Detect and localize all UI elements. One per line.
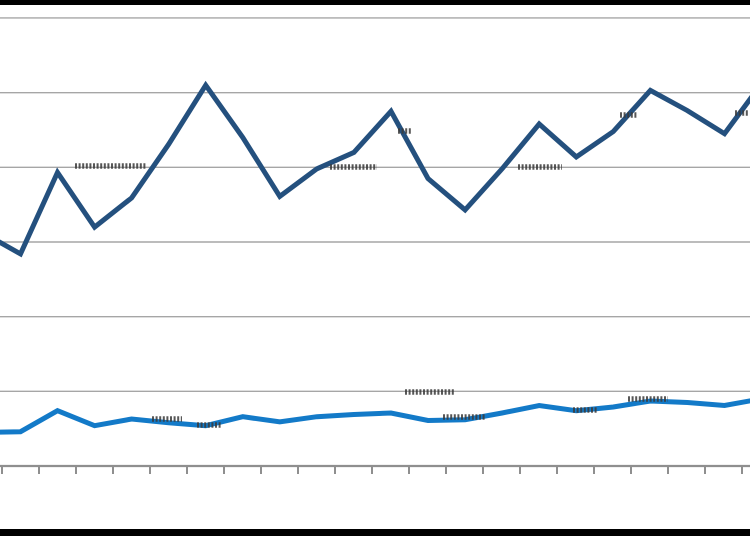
crop-edge-bottom-bar [0,529,750,536]
data-label-smudges-group [75,110,749,428]
series-dark-navy-line [0,80,750,258]
series-bright-blue-line [0,398,750,435]
gridlines-group [0,17,750,393]
crop-edge-top-bar [0,0,750,5]
x-axis-group [0,464,750,474]
